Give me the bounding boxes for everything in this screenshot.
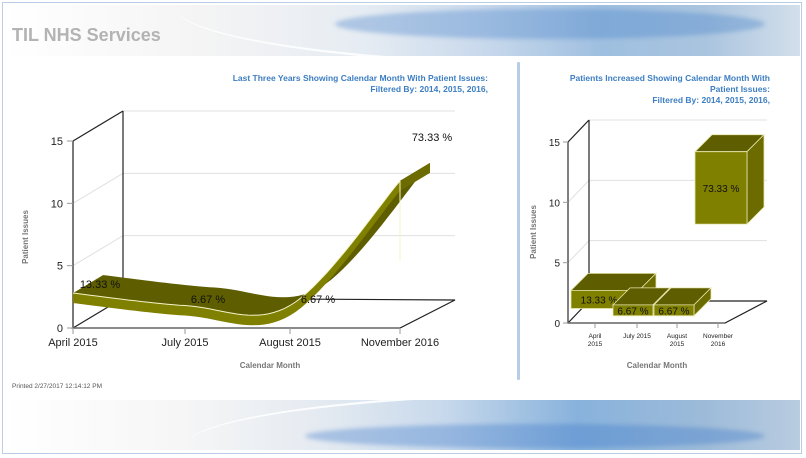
y-axis-top-edge [72,110,124,142]
gridline-side [567,240,590,264]
left-chart-title: Last Three Years Showing Calendar Month … [233,73,488,95]
printed-timestamp: Printed 2/27/2017 12:14:12 PM [12,383,102,390]
bar-front [694,151,748,225]
right-chart-title-line: Patients Increased Showing Calendar Mont… [569,73,770,83]
bar-front [653,304,695,317]
x-tick-label: April [588,333,602,340]
left-chart-plot: 0 5 10 15 April 2015 July 2015 August 2015 Nove… [21,110,456,370]
y-tick-label: 0 [554,319,560,330]
x-tick-label: November [703,333,734,340]
x-tick-label: November 2016 [361,337,439,349]
bar-front [612,304,654,317]
gridline-side [567,179,590,203]
right-chart-plot: 13.33 %6.67 % 6.67 %73.33 %051015April201… [529,119,768,370]
data-label: 6.67 % [658,306,689,317]
data-label: 13.33 % [80,279,121,291]
y-axis-title: Patient Issues [21,210,30,264]
series-ribbon-top [73,162,430,316]
x-tick-label: August [667,333,687,340]
y-tick-label: 5 [57,261,63,273]
gridline-side [72,235,124,267]
footer-banner [5,400,800,450]
data-label: 13.33 % [581,295,618,306]
data-label: 6.67 % [301,294,335,306]
data-label: 73.33 % [412,132,453,144]
x-tick-label: July 2015 [623,333,651,340]
x-tick-label: 2016 [711,341,726,348]
x-tick-label: April 2015 [48,337,98,349]
header-banner [5,5,800,56]
right-chart-title-line: Patient Issues: [710,84,770,94]
right-chart-title: Patients Increased Showing Calendar Mont… [570,73,770,106]
series-ribbon-end [400,162,430,191]
y-tick-label: 15 [549,138,561,149]
x-tick-label: July 2015 [161,337,208,349]
y-tick-label: 10 [549,198,561,209]
x-tick-label: August 2015 [259,337,321,349]
data-label: 6.67 % [191,294,225,306]
series-ribbon-edge [72,180,401,316]
x-axis-title: Calendar Month [240,361,301,370]
y-tick-label: 15 [51,136,63,148]
left-chart-title-line: Last Three Years Showing Calendar Month … [232,73,488,83]
y-axis-top-edge [567,119,590,143]
data-label: 6.67 % [617,306,648,317]
app-title: TIL NHS Services [12,25,161,45]
x-axis-title: Calendar Month [627,361,688,370]
y-tick-label: 0 [57,323,63,335]
gridline-side [72,172,124,204]
y-axis-title: Patient Issues [529,205,538,259]
x-tick-label: 2015 [670,341,685,348]
report-frame [2,2,802,454]
left-chart-title-line: Filtered By: 2014, 2015, 2016, [370,84,488,94]
right-chart-title-line: Filtered By: 2014, 2015, 2016, [652,95,770,105]
panel-divider [517,62,520,380]
data-label: 73.33 % [703,184,740,195]
series-ribbon-front [73,180,400,326]
y-tick-label: 10 [51,198,63,210]
y-tick-label: 5 [554,259,560,270]
x-tick-label: 2015 [588,341,603,348]
